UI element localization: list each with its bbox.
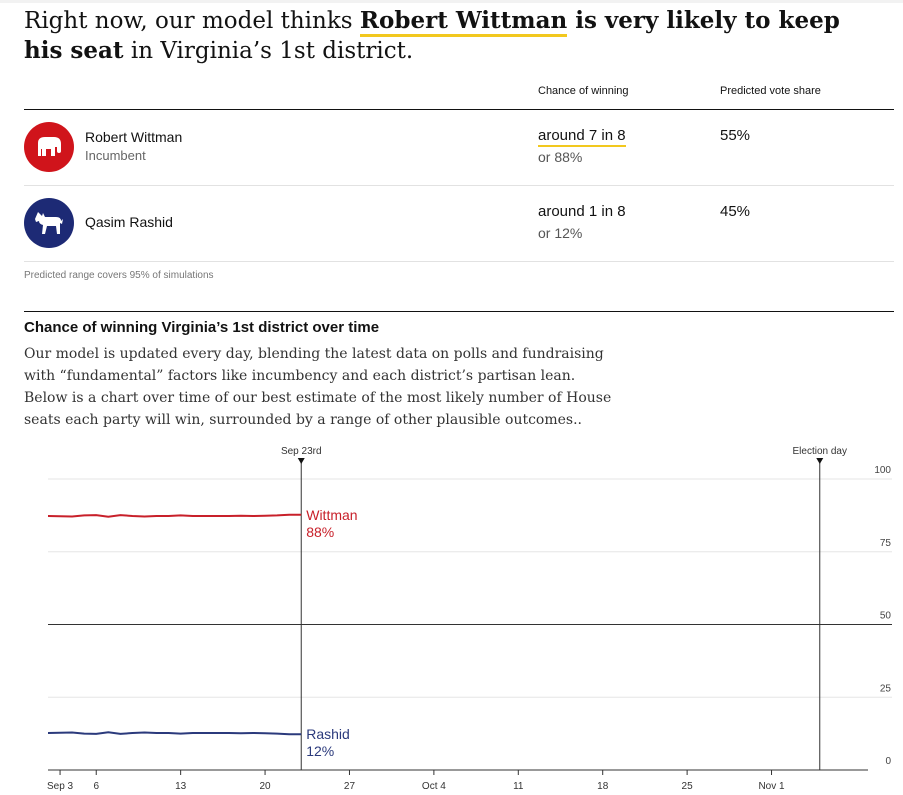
marker-arrow: [816, 458, 824, 464]
row-divider: [24, 185, 894, 186]
x-tick-label: 20: [259, 781, 271, 792]
x-tick-label: 18: [597, 781, 609, 792]
series-name-label: Rashid: [306, 726, 350, 742]
candidate-row-rashid: Qasim Rashid around 1 in 8 or 12% 45%: [24, 186, 894, 262]
vote-share: 45%: [720, 203, 751, 220]
series-value-label: 12%: [306, 743, 334, 759]
column-header-share: Predicted vote share: [720, 85, 821, 97]
candidate-status: Incumbent: [85, 148, 146, 163]
column-header-chance: Chance of winning: [538, 85, 629, 97]
marker-arrow: [297, 458, 305, 464]
elephant-icon: [24, 122, 74, 172]
chance-odds: around 1 in 8: [538, 203, 626, 220]
candidate-name: Robert Wittman: [85, 129, 183, 145]
x-tick-label: Oct 4: [422, 781, 446, 792]
marker-label: Sep 23rd: [281, 446, 322, 457]
x-tick-label: Nov 1: [758, 781, 785, 792]
section-rule: [24, 311, 894, 312]
chance-odds: around 7 in 8: [538, 127, 626, 147]
series-value-label: 88%: [306, 524, 334, 540]
section-description: Our model is updated every day, blending…: [24, 346, 612, 428]
y-tick-label: 75: [880, 538, 892, 549]
headline-candidate-name: Robert Wittman: [359, 7, 568, 37]
marker-label: Election day: [793, 446, 847, 457]
candidate-name: Qasim Rashid: [85, 214, 173, 230]
y-tick-label: 50: [880, 611, 892, 622]
candidate-row-wittman: Robert Wittman Incumbent around 7 in 8 o…: [24, 110, 894, 186]
y-tick-label: 0: [885, 756, 891, 767]
chance-percent: or 88%: [538, 149, 583, 165]
headline-verdict: is very likely to keep his seat: [24, 7, 840, 64]
x-tick-label: 25: [682, 781, 694, 792]
vote-share: 55%: [720, 127, 751, 144]
headline-post: in Virginia’s 1st district.: [123, 38, 414, 64]
section-title: Chance of winning Virginia’s 1st distric…: [24, 319, 380, 336]
row-divider: [24, 261, 894, 262]
series-line-wittman: [47, 513, 302, 518]
x-tick-label: Sep 3: [47, 781, 74, 792]
win-chance-chart: 0 25 50 75 100 Sep 23rd Election day Wittman8…: [47, 446, 892, 792]
y-tick-label: 100: [874, 465, 891, 476]
x-tick-label: 6: [93, 781, 99, 792]
chance-percent: or 12%: [538, 225, 583, 241]
top-border: [0, 0, 903, 3]
x-tick-label: 27: [344, 781, 356, 792]
series-line-rashid: [47, 731, 302, 736]
x-tick-label: 11: [513, 781, 524, 792]
table-top-rule: [24, 109, 894, 110]
footnote: Predicted range covers 95% of simulation…: [24, 270, 214, 281]
headline-pre: Right now, our model thinks: [24, 8, 360, 34]
donkey-icon: [24, 198, 74, 248]
headline: Right now, our model thinks Robert Wittm…: [24, 6, 844, 66]
x-tick-label: 13: [175, 781, 187, 792]
y-tick-label: 25: [880, 683, 892, 694]
series-name-label: Wittman: [306, 507, 357, 523]
